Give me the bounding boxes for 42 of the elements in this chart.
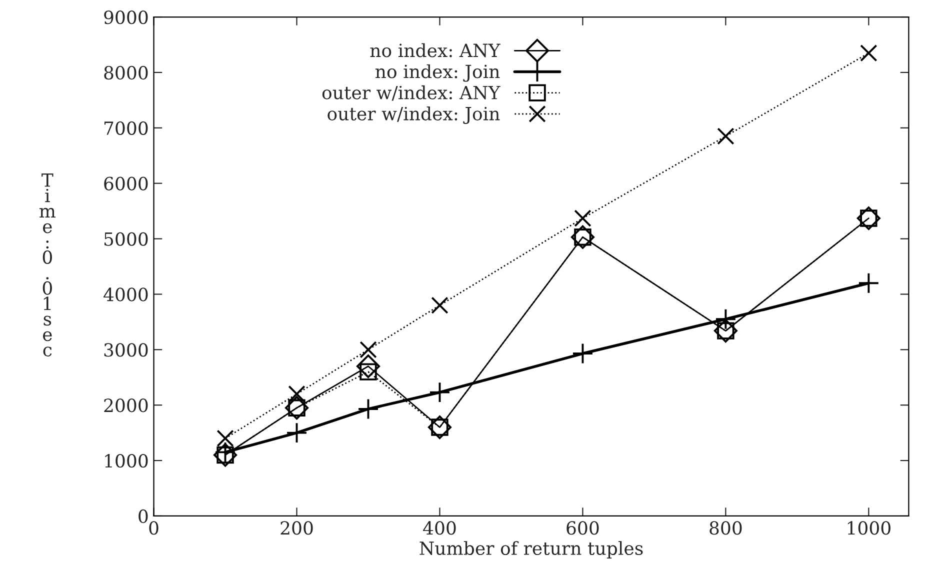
point	[286, 422, 308, 444]
x-tick-label: 800	[710, 521, 742, 535]
point	[216, 430, 234, 447]
point	[429, 382, 450, 404]
point	[214, 442, 236, 463]
point	[213, 443, 238, 467]
legend-label: outer w/index: ANY	[322, 85, 500, 101]
y-tick-label: 6000	[104, 176, 148, 190]
point	[717, 128, 734, 145]
legend-label: no index: ANY	[370, 43, 500, 58]
y-tick-label: 1000	[105, 454, 148, 468]
point	[570, 225, 594, 249]
point	[858, 272, 880, 294]
point	[860, 44, 878, 62]
point	[284, 396, 309, 420]
x-tick-label: 200	[280, 521, 313, 535]
y-tick-label: 9000	[104, 10, 148, 24]
point	[356, 354, 380, 378]
point	[431, 296, 448, 314]
x-tick-label: 600	[566, 521, 599, 535]
y-tick-label: 3000	[104, 343, 148, 357]
x-tick-label: 0	[149, 521, 158, 535]
point	[714, 308, 736, 330]
y-tick-label: 4000	[104, 288, 148, 302]
y-tick-label: 2000	[104, 398, 148, 412]
x-tick-label: 400	[423, 521, 456, 535]
point	[288, 385, 306, 403]
y-tick-label: 0	[138, 509, 148, 524]
point	[360, 341, 377, 358]
legend-label: no index: Join	[375, 64, 500, 82]
x-axis-title: Number of return tuples	[420, 541, 643, 559]
legend-label: outer w/index: Join	[328, 106, 500, 124]
x-tick-label: 1000	[848, 521, 890, 535]
y-tick-label: 8000	[104, 66, 148, 80]
y-tick-label: 7000	[104, 121, 148, 136]
y-tick-label: 5000	[104, 232, 148, 246]
point	[572, 342, 594, 364]
point	[428, 415, 452, 440]
point	[574, 210, 592, 227]
point	[358, 398, 379, 420]
text: Time: 0.01sec	[40, 174, 56, 357]
point	[856, 206, 880, 230]
